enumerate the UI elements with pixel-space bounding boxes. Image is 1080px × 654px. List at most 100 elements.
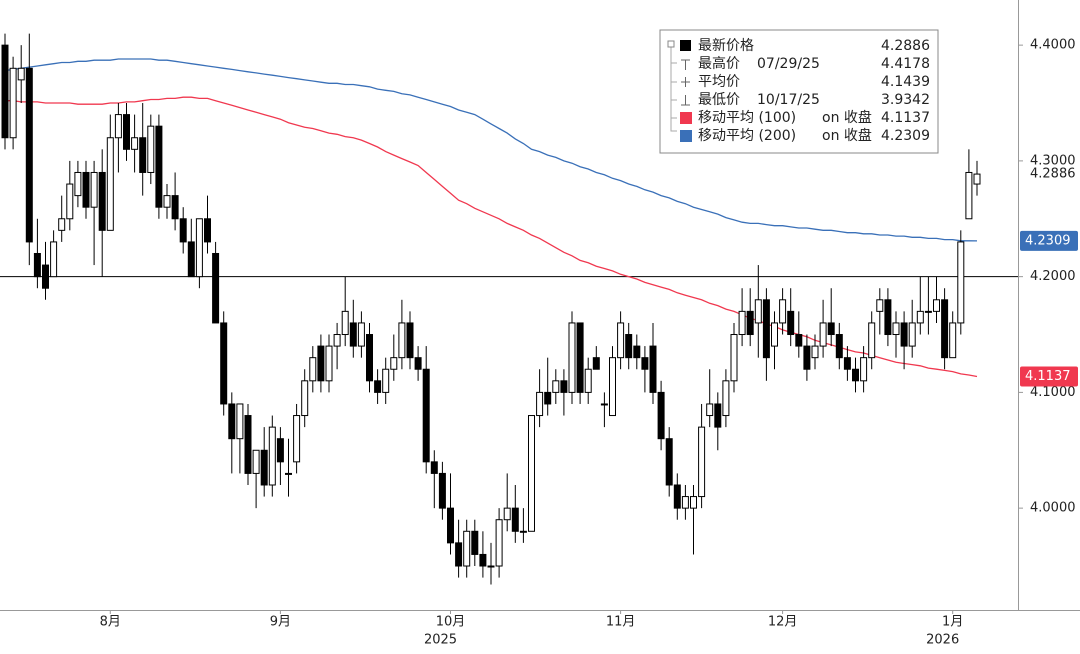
candle-body [779,299,787,324]
legend: 最新价格 4.2886 最高价 07/29/25 4.4178 平均价 4.1439 最低价 1… [659,29,939,154]
candle-body [738,310,746,336]
candle-body [447,507,454,544]
candle-body [438,472,446,509]
candle-body [690,496,697,509]
legend-value: 4.1137 [881,110,930,126]
candle-body [268,426,276,486]
candle-body [536,391,544,417]
candle-body [58,218,66,231]
candle-body [900,322,908,347]
candle-body [114,114,122,139]
value-badge-label: 4.2309 [1025,233,1071,248]
x-tick-label: 10月 [436,615,466,630]
candle-body [309,357,317,382]
plot [0,33,1018,585]
candle-body [349,322,357,347]
candle-body [204,218,211,243]
candle-body [293,415,301,463]
candle-body [787,310,795,336]
candle-body [706,403,714,417]
candle-body [762,299,770,359]
candle-body [131,137,139,150]
candle-body [66,183,74,220]
x-tick-label: 11月 [606,615,636,630]
candle-body [317,345,325,382]
candle-body [463,530,471,567]
legend-collapse[interactable] [667,40,675,48]
candle-body [406,322,414,359]
legend-icon [680,40,691,51]
y-tick-label: 4.4000 [1030,38,1076,53]
candle-body [479,553,487,567]
candle-body [560,380,568,393]
legend-icon [681,59,690,70]
candle-body [819,322,827,347]
x-tick-label: 1月 [942,615,963,630]
legend-value: 4.2309 [881,128,930,144]
candle-body [811,345,819,359]
candle-body [495,519,503,567]
candle-body [592,357,600,370]
candle-body [33,252,41,278]
candle-body [584,368,592,393]
candle-body [714,403,722,428]
candle-body [471,530,479,555]
candle-body [422,368,430,463]
candle-body [414,357,422,370]
candle-body [771,322,778,347]
year-label: 2025 [424,633,457,648]
legend-value: 3.9342 [881,92,930,108]
candle-body [220,322,228,405]
legend-swatch [680,130,692,142]
candle-body [519,530,527,533]
legend-box [659,29,939,154]
y-tick-label: 4.0000 [1030,501,1076,516]
candle-body [924,310,932,313]
y-tick-label: 4.2000 [1030,269,1076,284]
candle-body [195,218,203,278]
y-tick-label: 4.3000 [1030,153,1076,168]
candle-body [17,67,25,81]
value-badge [1020,366,1078,387]
candle-body [123,114,130,150]
candle-body [228,403,236,440]
candle-body [730,334,738,382]
legend-date: 10/17/25 [757,92,820,108]
candle-body [212,252,220,324]
candle-body [82,171,90,208]
candle-body [163,195,171,208]
candle-body [746,310,754,336]
candle-body [301,380,309,417]
year-label: 2026 [926,633,959,648]
candle-body [665,438,673,486]
candle-body [933,299,940,312]
candle-body [139,137,147,173]
candle-body [252,449,260,474]
candle-body [641,357,649,370]
legend-label: 最新价格 [698,38,754,54]
candle-body [50,241,58,278]
candle-body [852,368,859,382]
candle-body [609,357,616,417]
candle-body [374,380,382,393]
candle-body [916,310,924,324]
x-tick-label: 12月 [768,615,798,630]
candle-body [382,368,390,393]
candle-body [236,403,244,440]
candle-body [171,195,179,220]
candle-body [795,334,803,347]
value-badge-label: 4.1137 [1025,369,1071,384]
candle-body [568,322,576,393]
candle-body [155,125,163,208]
candle-body [511,507,519,532]
candle-body [576,322,584,393]
legend-value: 4.2886 [881,38,930,54]
candle-body [868,322,876,359]
candle-body [357,322,365,347]
candle-body [106,137,114,231]
candle-body [430,461,438,474]
legend-value: 4.1439 [881,74,930,90]
legend-value: 4.4178 [881,56,930,72]
y-tick-label: 4.1000 [1030,385,1076,400]
